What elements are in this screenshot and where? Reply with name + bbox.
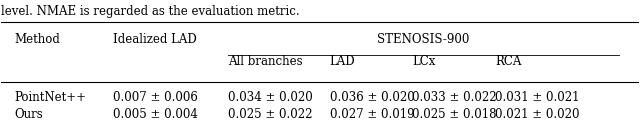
Text: Idealized LAD: Idealized LAD	[113, 33, 196, 46]
Text: Method: Method	[14, 33, 60, 46]
Text: PointNet++: PointNet++	[14, 91, 86, 104]
Text: 0.025 ± 0.022: 0.025 ± 0.022	[228, 108, 312, 121]
Text: 0.025 ± 0.018: 0.025 ± 0.018	[412, 108, 497, 121]
Text: RCA: RCA	[495, 54, 522, 68]
Text: 0.021 ± 0.020: 0.021 ± 0.020	[495, 108, 580, 121]
Text: All branches: All branches	[228, 54, 302, 68]
Text: level. NMAE is regarded as the evaluation metric.: level. NMAE is regarded as the evaluatio…	[1, 5, 300, 18]
Text: STENOSIS-900: STENOSIS-900	[378, 33, 470, 46]
Text: 0.036 ± 0.020: 0.036 ± 0.020	[330, 91, 414, 104]
Text: LCx: LCx	[412, 54, 436, 68]
Text: 0.033 ± 0.022: 0.033 ± 0.022	[412, 91, 497, 104]
Text: 0.007 ± 0.006: 0.007 ± 0.006	[113, 91, 198, 104]
Text: LAD: LAD	[330, 54, 355, 68]
Text: 0.005 ± 0.004: 0.005 ± 0.004	[113, 108, 198, 121]
Text: 0.034 ± 0.020: 0.034 ± 0.020	[228, 91, 312, 104]
Text: 0.031 ± 0.021: 0.031 ± 0.021	[495, 91, 580, 104]
Text: Ours: Ours	[14, 108, 43, 121]
Text: 0.027 ± 0.019: 0.027 ± 0.019	[330, 108, 414, 121]
